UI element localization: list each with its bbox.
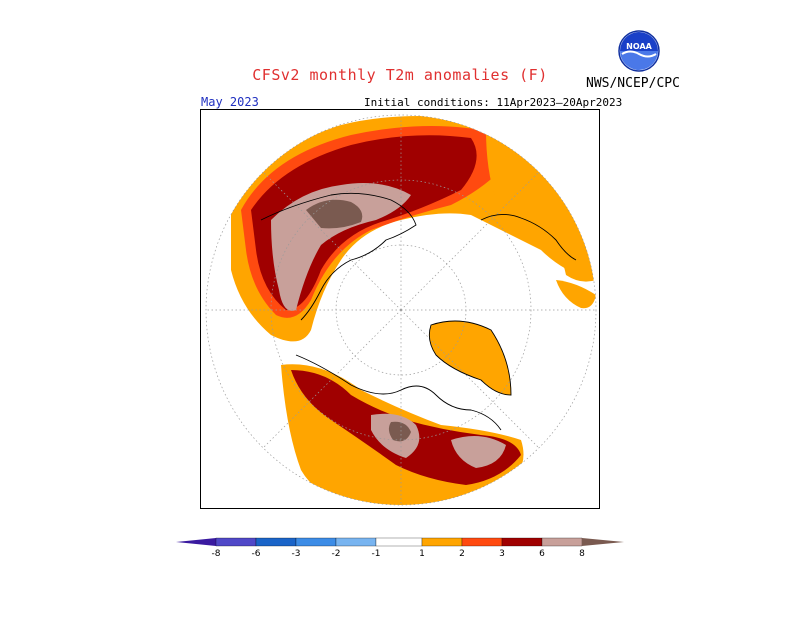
legend-arrow-cold (176, 538, 216, 546)
greenland-anomaly-orange (429, 321, 511, 395)
atlantic-anomaly-orange (556, 280, 596, 309)
color-legend: -8 -6 -3 -2 -1 1 2 3 6 8 (176, 537, 624, 559)
tick-label: 1 (419, 549, 425, 559)
noaa-logo-icon: NOAA (618, 30, 660, 72)
legend-swatch-3_6 (501, 537, 543, 547)
tick-label: 8 (579, 549, 585, 559)
eurasia-anomaly-pink (271, 182, 411, 311)
eurasia-coastline (260, 192, 417, 321)
namerica-coastline (295, 354, 502, 431)
tick-label: 6 (539, 549, 545, 559)
legend-swatch-6_8 (541, 537, 583, 547)
eurasia-anomaly-brown (306, 199, 363, 229)
legend-swatch-m1_1 (375, 537, 423, 547)
initial-conditions: Initial conditions: 11Apr2023–20Apr2023 (364, 96, 623, 109)
europe-anomaly-orange (486, 130, 596, 282)
tick-label: 3 (499, 549, 505, 559)
europe-coastline (480, 214, 577, 261)
legend-arrow-warm (582, 538, 624, 546)
legend-swatch-m6_m3 (255, 537, 297, 547)
anomaly-map (200, 109, 600, 509)
tick-label: -6 (252, 549, 261, 559)
legend-swatch-2_3 (461, 537, 503, 547)
tick-label: 2 (459, 549, 465, 559)
forecast-month: May 2023 (201, 95, 259, 109)
agency-label: NWS/NCEP/CPC (586, 76, 680, 91)
tick-label: -2 (332, 549, 341, 559)
tick-label: -3 (292, 549, 301, 559)
map-title: CFSv2 monthly T2m anomalies (F) (252, 66, 548, 84)
legend-swatch-m3_m2 (295, 537, 337, 547)
tick-label: -1 (372, 549, 381, 559)
legend-swatch-m2_m1 (335, 537, 377, 547)
namerica-anomaly-brown (388, 421, 411, 442)
legend-swatch-1_2 (421, 537, 463, 547)
greenland-coastline (428, 320, 512, 396)
logo-text: NOAA (626, 42, 652, 51)
tick-label: -8 (212, 549, 221, 559)
legend-swatch-m8_m6 (215, 537, 257, 547)
